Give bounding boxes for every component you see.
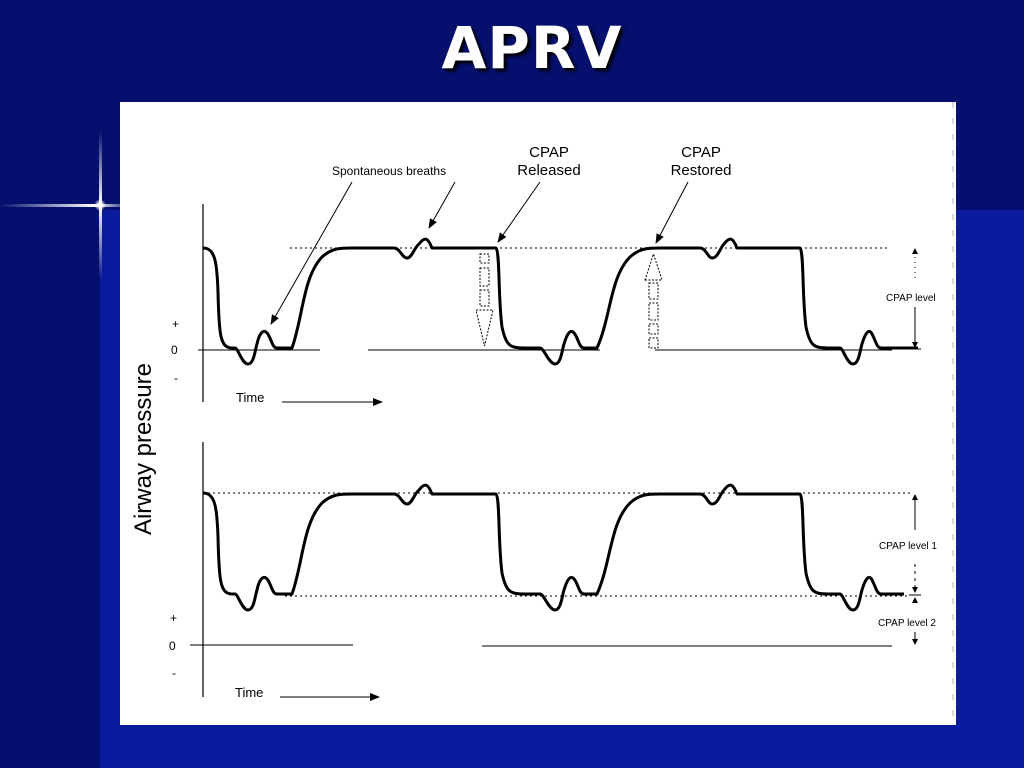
top-cpap-level-arrowhead-up [912,248,918,254]
top-cpap-level-label: CPAP level [886,293,936,304]
bottom-pressure-waveform [202,483,904,612]
top-zero-label: 0 [171,343,178,357]
cpap-released-pointer [497,181,541,243]
light-flare-horizontal [0,204,125,207]
spontaneous-breaths-label: Spontaneous breaths [332,164,446,178]
light-flare-center [94,199,106,211]
bottom-zero-label: 0 [169,639,176,653]
diagram-panel: Airway pressure + 0 - [120,102,956,725]
cpap-restored-arrow [644,252,663,349]
cpap-restored-pointer [655,181,689,244]
top-plus-sign: + [172,317,179,331]
spontaneous-breaths-pointer-1 [270,181,353,325]
bottom-panel: + 0 - Time CPAP level 1 CPAP level 2 [169,442,937,701]
bottom-level2-arrowhead-down [912,639,918,645]
cpap-released-arrow [475,253,494,347]
top-time-label: Time [236,390,264,405]
top-minus-sign: - [174,371,178,385]
bottom-level1-arrowhead-up [912,494,918,500]
top-cpap-level-arrowhead-down [912,342,918,348]
bottom-level1-arrowhead-down [912,587,918,593]
bottom-level2-arrowhead-up [912,597,918,603]
bottom-minus-sign: - [172,666,176,680]
cpap-released-label-line2: Released [517,162,580,179]
y-axis-label: Airway pressure [130,363,157,535]
bottom-plus-sign: + [170,611,177,625]
slide-title: APRV [441,14,623,82]
spontaneous-breaths-pointer-2 [428,181,456,229]
bottom-cpap-level2-label: CPAP level 2 [878,618,936,629]
cpap-restored-label-line1: CPAP [681,144,721,161]
cpap-released-label-line1: CPAP [529,144,569,161]
cpap-restored-label-line2: Restored [671,162,732,179]
bottom-time-label: Time [235,685,263,700]
top-pressure-waveform [202,237,918,366]
background-left [0,0,100,768]
bottom-cpap-level1-label: CPAP level 1 [879,541,937,552]
aprv-diagram: Airway pressure + 0 - [130,102,954,725]
top-panel: + 0 - Spontan [171,144,936,406]
